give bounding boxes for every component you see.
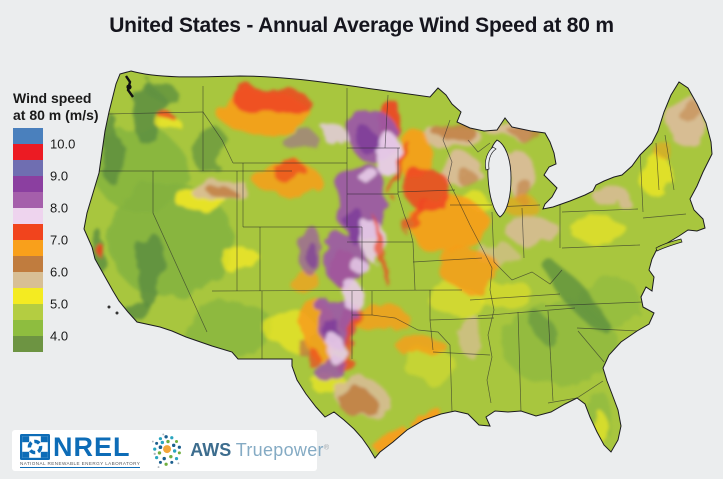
legend-band-swatch: [13, 192, 43, 208]
state-borders: [99, 86, 687, 413]
aws-truepower-wordmark: AWS Truepower®: [190, 440, 330, 460]
legend-title: Wind speed at 80 m (m/s): [13, 90, 99, 123]
legend-ticks: 10.0 9.0 8.0 7.0 6.0 5.0 4.0: [50, 128, 95, 352]
legend-band-swatch: [13, 224, 43, 240]
aws-globe-dots-icon: [152, 432, 182, 468]
puget-sound-inlets: [125, 75, 134, 98]
us-outline: [83, 70, 713, 459]
legend-tick-label: 7.0: [50, 232, 69, 248]
legend-band-swatch: [13, 128, 43, 144]
nrel-sun-icon: [20, 433, 50, 460]
legend-tick-label: 8.0: [50, 200, 69, 216]
legend-band-swatch: [13, 176, 43, 192]
channel-island: [115, 311, 119, 315]
nrel-tagline: NATIONAL RENEWABLE ENERGY LABORATORY: [20, 460, 141, 468]
page-title: United States - Annual Average Wind Spee…: [109, 14, 614, 37]
legend-band-swatch: [13, 160, 43, 176]
logo-bar: NREL NATIONAL RENEWABLE ENERGY LABORATOR…: [12, 430, 329, 471]
legend-band-swatch: [13, 256, 43, 272]
legend-tick-label: 6.0: [50, 264, 69, 280]
legend-band-swatch: [13, 304, 43, 320]
channel-island: [107, 305, 111, 309]
wind-speed-legend: Wind speed at 80 m (m/s) 10.0 9.0 8.0 7.0 6.…: [13, 90, 123, 352]
legend-band-swatch: [13, 240, 43, 256]
legend-band-swatch: [13, 320, 43, 336]
legend-band-swatch: [13, 144, 43, 160]
legend-band-swatch: [13, 288, 43, 304]
legend-scale: [13, 128, 43, 352]
legend-tick-label: 9.0: [50, 168, 69, 184]
aws-truepower-logo: AWS Truepower®: [150, 432, 329, 470]
nrel-logo: NREL NATIONAL RENEWABLE ENERGY LABORATOR…: [20, 431, 141, 468]
lake-green-bay: [485, 146, 497, 171]
legend-band-swatch: [13, 336, 43, 352]
legend-tick-label: 5.0: [50, 296, 69, 312]
legend-band-swatch: [13, 272, 43, 288]
nrel-acronym: NREL: [53, 431, 131, 462]
legend-band-swatch: [13, 208, 43, 224]
legend-tick-label: 10.0: [50, 136, 76, 152]
legend-tick-label: 4.0: [50, 328, 69, 344]
long-island: [655, 238, 683, 252]
map-land: [84, 71, 712, 458]
